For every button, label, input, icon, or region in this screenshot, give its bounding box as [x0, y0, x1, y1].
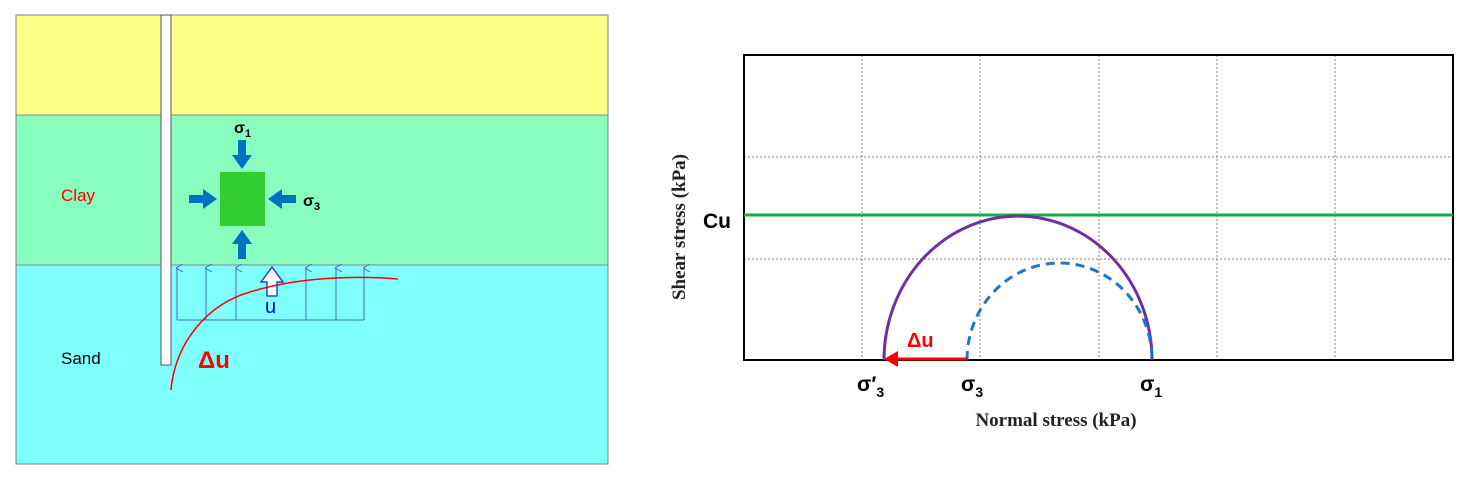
- x-axis-title: Normal stress (kPa): [975, 410, 1136, 431]
- piezometer-tube: [160, 14, 172, 366]
- delta-u-curve: [170, 276, 399, 391]
- plot-grid: [744, 55, 1453, 360]
- plot-frame: [743, 54, 1454, 361]
- clay-label: Clay: [61, 186, 96, 205]
- clay-layer: [16, 115, 608, 265]
- sigma3-left-arrow: [189, 189, 217, 209]
- sigma1-label: σ1: [234, 120, 251, 140]
- cu-label: Cu: [703, 210, 731, 233]
- sigma3-tick: σ3: [961, 373, 983, 400]
- profile-border: [15, 14, 609, 465]
- sigma3-effective-tick: σ′3: [857, 373, 884, 400]
- total-stress-circle: [965, 261, 1154, 361]
- delta-u-label: Δu: [198, 347, 230, 374]
- top-layer: [16, 15, 608, 115]
- y-axis-title: Shear stress (kPa): [669, 154, 690, 300]
- soil-profile-panel: Clay Sand σ1 σ3 u: [15, 14, 609, 465]
- plot-delta-u-label: Δu: [907, 330, 934, 352]
- sand-label: Sand: [61, 349, 101, 368]
- soil-element: [220, 172, 265, 226]
- sigma1-bottom-arrow: [232, 230, 252, 259]
- u-label: u: [265, 296, 276, 318]
- pore-pressure-hollow-arrow: [259, 265, 285, 297]
- pore-pressure-arrows: [177, 268, 364, 321]
- sigma1-tick: σ1: [1140, 373, 1162, 400]
- sand-layer: [16, 265, 608, 464]
- effective-stress-circle: [882, 214, 1154, 361]
- sigma3-label: σ3: [303, 193, 320, 213]
- mohr-plot-panel: Cu Δu σ′3 σ3 σ1 Normal stress (kPa) Shea…: [669, 54, 1454, 431]
- sigma1-top-arrow: [232, 140, 252, 169]
- sigma3-right-arrow: [268, 189, 296, 209]
